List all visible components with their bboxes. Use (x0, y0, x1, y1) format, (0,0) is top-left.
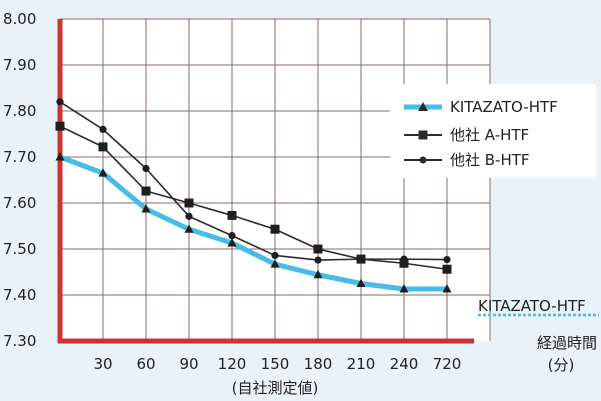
marker-circle (443, 255, 451, 264)
y-tick-label: 7.30 (3, 332, 36, 350)
x-tick-label: 60 (136, 355, 155, 373)
y-tick-labels: 8.00 7.90 7.80 7.70 7.60 7.50 7.40 7.30 (3, 10, 36, 350)
marker-circle (185, 212, 193, 220)
marker-triangle (184, 224, 194, 233)
grid (60, 18, 491, 341)
marker-circle (142, 164, 150, 173)
marker-circle (56, 98, 64, 106)
x-tick-label: 180 (304, 355, 333, 373)
x-tick-label: 150 (261, 355, 290, 373)
marker-square (270, 224, 280, 234)
y-tick-label: 7.60 (3, 194, 36, 212)
marker-square (313, 244, 323, 254)
series-lines (57, 101, 450, 292)
x-tick-label: 210 (347, 355, 376, 373)
x-axis-label: (自社測定値) (232, 379, 319, 397)
marker-triangle (98, 168, 108, 177)
marker-circle (228, 232, 236, 240)
annotation-label: KITAZATO-HTF (478, 297, 586, 315)
legend: KITAZATO-HTF 他社 A-HTF 他社 B-HTF (390, 84, 596, 178)
axes (57, 19, 474, 344)
y-tick-label: 7.40 (3, 286, 36, 304)
series-line-circle (59, 101, 448, 261)
marker-square (356, 254, 366, 264)
marker-square (227, 210, 237, 220)
x-unit-label-minutes: (分) (548, 356, 575, 374)
x-tick-label: 240 (390, 355, 419, 373)
legend-marker-triangle (418, 102, 428, 111)
legend-marker-square (418, 130, 428, 140)
marker-square (442, 264, 452, 274)
marker-triangle (313, 269, 323, 279)
series-line-square (59, 125, 448, 271)
marker-square (184, 198, 194, 208)
marker-square (141, 186, 151, 196)
x-tick-label: 720 (433, 355, 462, 373)
y-tick-label: 8.00 (3, 10, 36, 28)
y-tick-label: 7.90 (3, 56, 36, 74)
x-tick-labels: 30 60 90 120 150 180 210 240 720 (93, 355, 461, 373)
marker-circle (99, 125, 107, 133)
marker-circle (271, 251, 279, 260)
y-tick-label: 7.80 (3, 102, 36, 120)
y-tick-label: 7.50 (3, 240, 36, 258)
legend-marker-circle (419, 156, 427, 164)
marker-triangle (442, 284, 452, 293)
marker-square (55, 121, 65, 131)
legend-label-kitazato: KITAZATO-HTF (450, 98, 558, 116)
legend-label-b: 他社 B-HTF (450, 151, 530, 169)
marker-triangle (356, 278, 366, 287)
marker-square (98, 142, 108, 152)
x-unit-label-time: 経過時間 (537, 334, 597, 352)
marker-triangle (141, 203, 151, 213)
marker-triangle (399, 284, 409, 293)
x-tick-label: 30 (93, 355, 112, 373)
series-markers (55, 98, 452, 293)
series-line-triangle (57, 154, 450, 292)
marker-triangle (227, 238, 237, 247)
x-tick-label: 120 (218, 355, 247, 373)
kitazato-annotation: KITAZATO-HTF (478, 297, 599, 317)
marker-circle (314, 256, 322, 264)
x-tick-label: 90 (179, 355, 198, 373)
legend-label-a: 他社 A-HTF (450, 126, 529, 144)
marker-triangle (55, 152, 65, 161)
marker-square (399, 258, 409, 268)
marker-triangle (270, 259, 280, 268)
y-tick-label: 7.70 (3, 148, 36, 166)
